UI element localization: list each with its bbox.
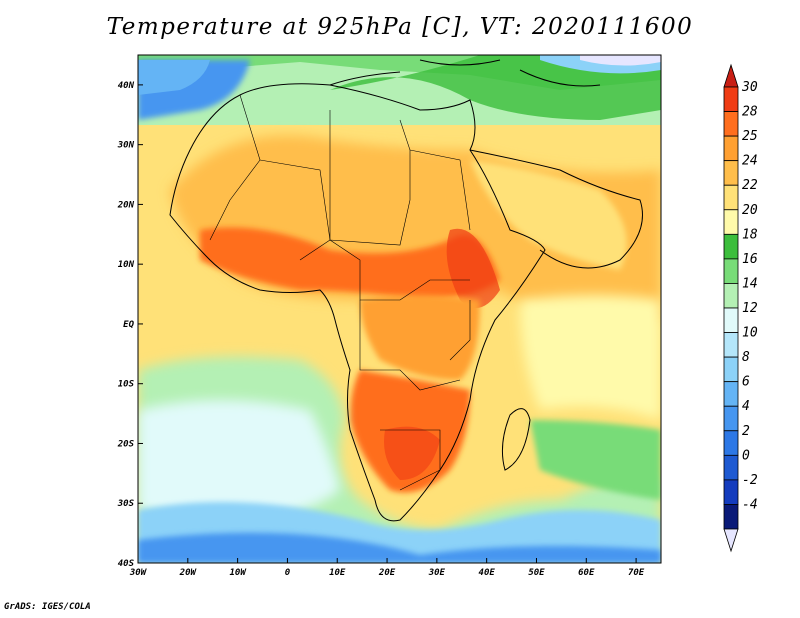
colorbar-label: 14 <box>742 276 758 291</box>
lat-tick-label: 30N <box>117 141 135 151</box>
colorbar-label: 28 <box>742 105 758 120</box>
colorbar-swatch <box>723 111 739 137</box>
colorbar-swatch <box>723 258 739 284</box>
colorbar-label: 0 <box>742 448 750 463</box>
colorbar-label: 6 <box>742 375 750 390</box>
colorbar-label: 16 <box>742 252 758 267</box>
colorbar-label: 22 <box>742 178 758 193</box>
colorbar-swatch <box>723 504 739 530</box>
colorbar-label: 12 <box>742 301 758 316</box>
colorbar-label: 24 <box>742 154 758 169</box>
coastlines <box>169 59 643 522</box>
latitude-ticks: 40N 30N 20N 10N EQ 10S 20S 30S 40S <box>117 81 143 569</box>
colorbar-swatch <box>723 405 739 432</box>
lon-tick-label: 30E <box>428 568 446 578</box>
colorbar-label: 20 <box>742 203 758 218</box>
lat-tick-label: EQ <box>123 320 134 330</box>
country-borders <box>209 94 471 491</box>
grads-credit: GrADS: IGES/COLA <box>4 602 91 612</box>
colorbar-label: 18 <box>742 227 758 242</box>
colorbar-swatch <box>723 233 739 260</box>
colorbar-swatch <box>723 86 739 112</box>
colorbar-swatch <box>723 184 739 211</box>
colorbar-swatch <box>723 307 739 333</box>
lon-tick-label: 30W <box>129 568 148 578</box>
colorbar-swatch <box>723 332 739 358</box>
lon-tick-label: 20W <box>179 568 198 578</box>
colorbar-swatch <box>723 356 739 383</box>
colorbar-label: 30 <box>741 80 758 95</box>
colorbar-label: 2 <box>742 424 750 439</box>
colorbar-swatch <box>723 454 739 481</box>
lon-tick-label: 70E <box>628 568 645 578</box>
lon-tick-label: 20E <box>378 568 396 578</box>
lat-tick-label: 20S <box>117 439 135 449</box>
colorbar-swatch <box>723 381 739 407</box>
colorbar-label: 4 <box>742 399 750 414</box>
colorbar-swatch <box>723 430 739 456</box>
lat-tick-label: 40S <box>118 559 135 569</box>
colorbar-swatch <box>723 160 739 186</box>
lon-tick-label: 50E <box>528 568 545 578</box>
colorbar-swatch <box>723 209 739 235</box>
colorbar-swatch <box>723 135 739 162</box>
lon-tick-label: 0 <box>285 568 291 578</box>
colorbar-swatch <box>723 283 739 309</box>
lon-tick-label: 40E <box>479 568 496 578</box>
colorbar-low-triangle <box>723 528 739 553</box>
colorbar-label: 8 <box>742 350 750 365</box>
colorbar-label: 10 <box>742 326 758 341</box>
lon-tick-label: 60E <box>578 568 595 578</box>
longitude-ticks: 30W 20W 10W 0 10E 20E 30E 40E 50E 60E 70E <box>129 558 645 578</box>
plot-frame <box>137 54 662 564</box>
colorbar-high-triangle <box>723 63 739 88</box>
lat-tick-label: 20N <box>117 200 135 210</box>
lat-tick-label: 40N <box>118 81 135 91</box>
colorbar-label: -2 <box>742 473 758 488</box>
lon-tick-label: 10W <box>229 568 247 578</box>
colorbar-swatch <box>723 479 739 505</box>
map-title: Temperature at 925hPa [C], VT: 202011160… <box>106 14 694 40</box>
lat-tick-label: 10S <box>118 380 135 390</box>
colorbar-label: 25 <box>742 129 758 144</box>
lat-tick-label: 30S <box>117 499 135 509</box>
lat-tick-label: 10N <box>118 260 135 270</box>
lon-tick-label: 10E <box>329 568 346 578</box>
temperature-field <box>138 55 661 563</box>
colorbar-label: -4 <box>742 497 758 512</box>
